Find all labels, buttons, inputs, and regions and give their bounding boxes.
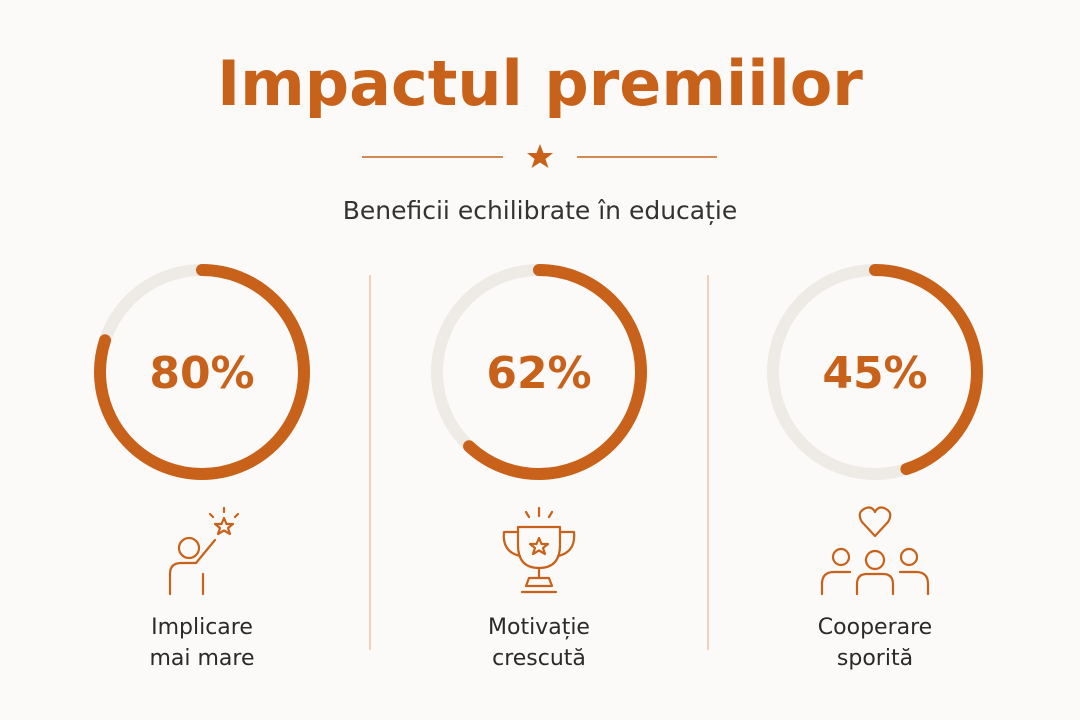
title-star xyxy=(527,144,553,168)
value-label: 80% xyxy=(149,348,254,399)
category-label: Cooperare sporită xyxy=(817,615,933,671)
value-label: 62% xyxy=(486,348,591,399)
gauge-arc xyxy=(767,264,983,480)
icon-group xyxy=(820,506,930,596)
icon-engagement xyxy=(168,506,240,596)
category-label: Motivație crescută xyxy=(488,615,590,671)
category-label: Implicare mai mare xyxy=(149,615,255,671)
chart-title: Impactul premiilor xyxy=(217,47,863,120)
value-label: 45% xyxy=(822,348,927,399)
gauge-arc xyxy=(94,264,310,480)
icon-trophy xyxy=(502,506,576,594)
chart-subtitle: Beneficii echilibrate în educație xyxy=(343,196,738,225)
gauge-arc xyxy=(431,264,647,480)
